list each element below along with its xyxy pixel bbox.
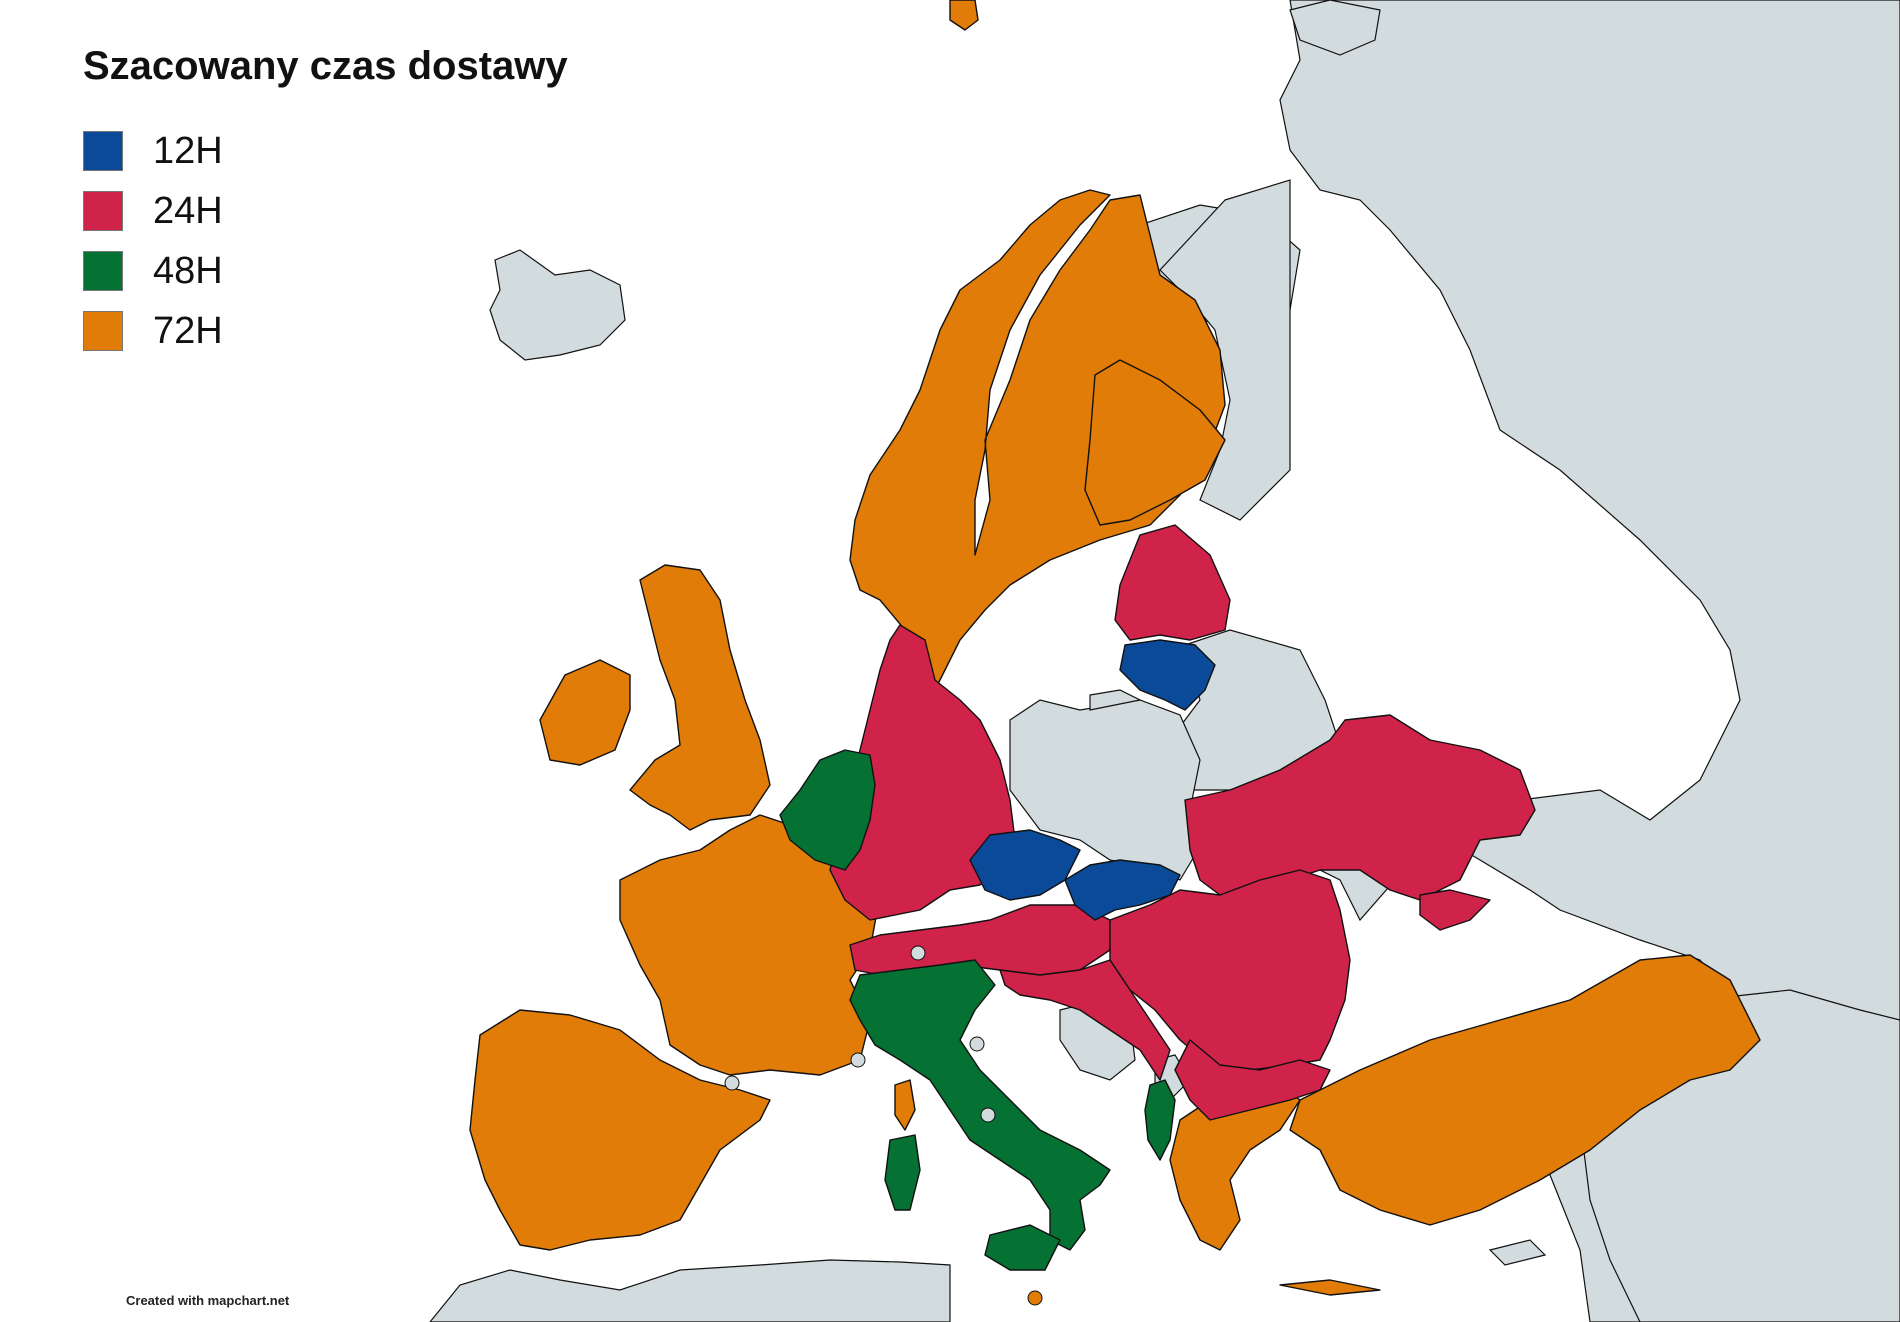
zone-48h [779, 749, 1176, 1271]
serbia-bulgaria [1174, 1039, 1331, 1121]
iceland [489, 249, 626, 361]
novaya-zemlya [1289, 0, 1381, 56]
latvia-estonia [1114, 524, 1231, 641]
hungary-romania [1109, 869, 1351, 1071]
legend-title: Szacowany czas dostawy [83, 44, 568, 88]
crimea [1419, 889, 1491, 931]
legend-swatch-12h [83, 131, 123, 171]
andorra-marker [724, 1075, 740, 1091]
ireland [539, 659, 631, 766]
legend-item-12h: 12H [83, 130, 223, 172]
credit-text: Created with mapchart.net [126, 1293, 290, 1308]
crete [1279, 1279, 1381, 1296]
legend: 12H 24H 48H 72H [83, 130, 223, 370]
legend-item-48h: 48H [83, 250, 223, 292]
zone-24h [829, 524, 1536, 1121]
sardinia [884, 1134, 921, 1211]
vatican-marker [980, 1107, 996, 1123]
italy [849, 959, 1111, 1251]
denmark-germany [829, 624, 1031, 921]
cyprus [1488, 1239, 1547, 1266]
kaliningrad [1089, 689, 1142, 711]
benelux [779, 749, 876, 871]
legend-label-12h: 12H [153, 129, 223, 172]
turkey [1289, 954, 1761, 1226]
san-marino-marker [969, 1036, 985, 1052]
albania [1144, 1079, 1176, 1161]
great-britain [629, 564, 771, 831]
legend-swatch-48h [83, 251, 123, 291]
lithuania [1119, 639, 1216, 711]
slovenia-croatia [999, 959, 1171, 1081]
legend-label-72h: 72H [153, 309, 223, 352]
legend-label-24h: 24H [153, 189, 223, 232]
legend-swatch-24h [83, 191, 123, 231]
legend-item-24h: 24H [83, 190, 223, 232]
finland [1084, 359, 1226, 526]
north-africa [429, 1259, 951, 1322]
corsica [894, 1079, 916, 1131]
sicily [984, 1224, 1061, 1271]
slovakia [1064, 859, 1181, 921]
malta-marker [1027, 1290, 1043, 1306]
iberia [469, 1009, 771, 1251]
jan-mayen [949, 0, 979, 31]
microstate-markers [724, 945, 996, 1123]
legend-item-72h: 72H [83, 310, 223, 352]
legend-label-48h: 48H [153, 249, 223, 292]
liechtenstein-marker [910, 945, 926, 961]
legend-swatch-72h [83, 311, 123, 351]
czechia [969, 829, 1081, 901]
monaco-marker [850, 1052, 866, 1068]
zone-72h [469, 0, 1761, 1296]
zone-12h [969, 639, 1216, 921]
